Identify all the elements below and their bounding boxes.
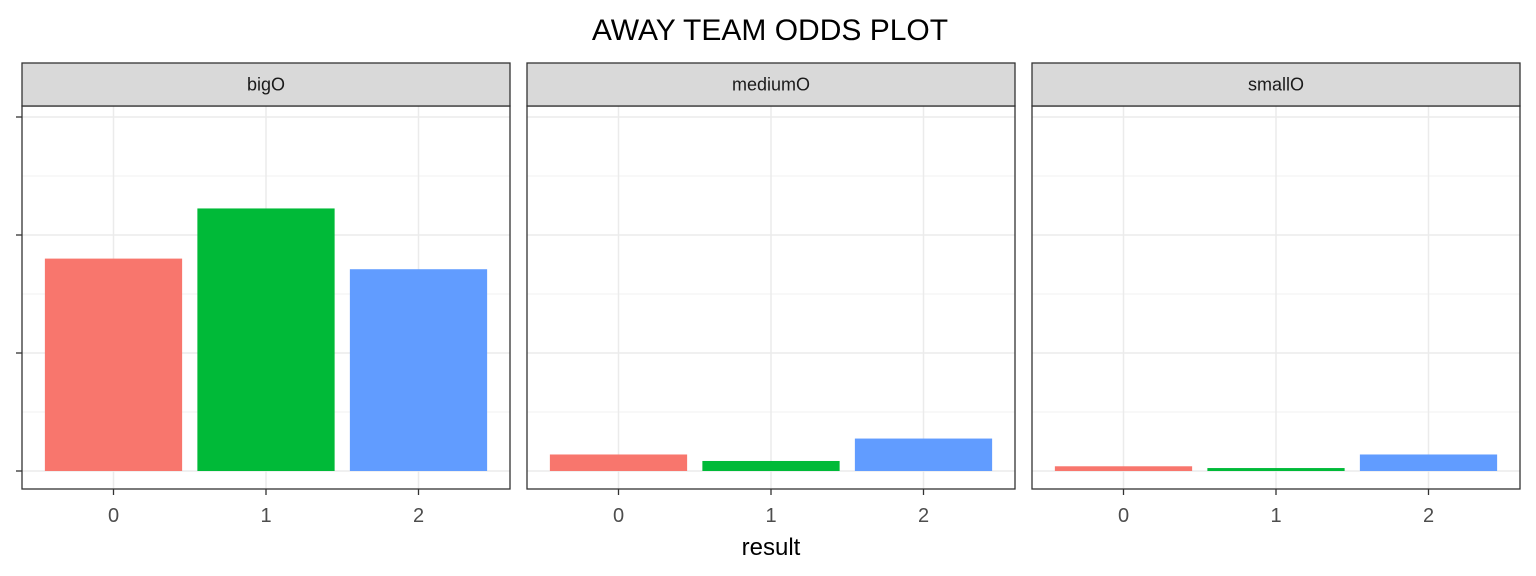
x-axis-label: result [742,534,801,561]
x-tick-label: 2 [918,505,929,527]
bar-mediumO-2 [854,438,993,471]
facet-panel-smallO: smallO 0 1 2 [1031,62,1521,527]
bar-smallO-2 [1359,454,1498,471]
x-tick-label: 1 [765,505,776,527]
facet-strip-label: smallO [1248,75,1304,95]
chart-title: AWAY TEAM ODDS PLOT [592,14,948,47]
x-tick-label: 2 [413,505,424,527]
x-tick-label: 0 [108,505,119,527]
facet-strip-label: bigO [247,75,285,95]
bar-bigO-0 [44,258,183,471]
bar-mediumO-1 [702,460,840,471]
x-tick-label: 2 [1423,505,1434,527]
x-tick-label: 1 [260,505,271,527]
bar-smallO-1 [1207,468,1345,471]
facet-strip [1031,62,1521,107]
facet-panel-bigO: bigO 0 1 2 [16,62,511,527]
bar-bigO-2 [349,269,488,471]
x-tick-label: 0 [1118,505,1129,527]
facet-strip [21,62,511,107]
panels: bigO 0 1 2 mediumO 0 1 2 smallO 0 1 2 [16,62,1521,527]
bar-mediumO-0 [549,454,688,471]
facet-panel-mediumO: mediumO 0 1 2 [526,62,1016,527]
bar-bigO-1 [197,208,335,471]
facet-strip [526,62,1016,107]
facet-strip-label: mediumO [732,75,810,95]
bar-smallO-0 [1054,466,1193,471]
x-tick-label: 0 [613,505,624,527]
x-tick-label: 1 [1270,505,1281,527]
